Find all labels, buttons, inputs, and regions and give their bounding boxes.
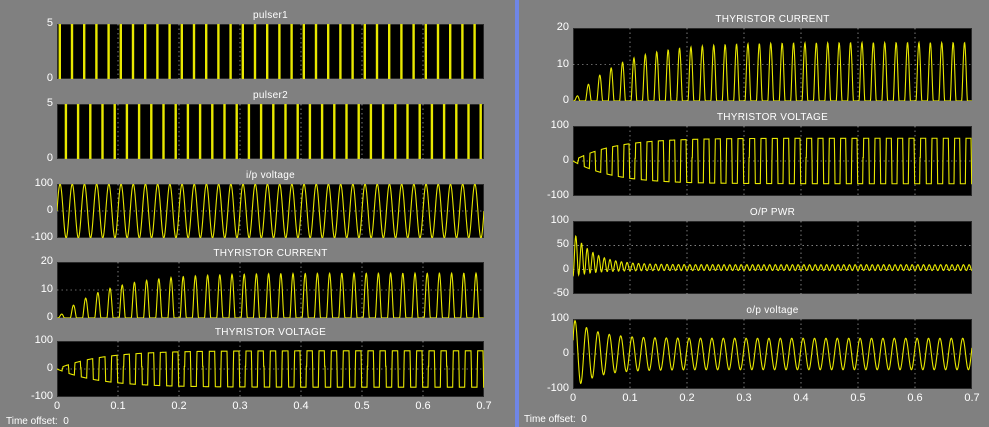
- left-xtick: 0.2: [171, 400, 187, 412]
- l-thyvoltage-ytick: 100: [34, 334, 53, 346]
- r-oppwr-axes[interactable]: [573, 221, 972, 294]
- l-ipvoltage-ytick: -100: [30, 231, 53, 243]
- r-thycurrent-ytick: 10: [556, 57, 569, 70]
- r-thycurrent-ytick: 20: [556, 21, 569, 33]
- l-pulser1-ytick: 5: [46, 17, 53, 29]
- right-xtick: 0.4: [793, 392, 809, 404]
- right-xtick: 0.3: [736, 392, 752, 404]
- l-thyvoltage-axes[interactable]: [57, 341, 484, 397]
- r-opvoltage-title: o/p voltage: [746, 305, 799, 316]
- l-ipvoltage-title: i/p voltage: [246, 170, 295, 181]
- left-time-offset-label: Time offset:: [6, 416, 58, 427]
- l-thyvoltage-ytick: -100: [30, 390, 53, 402]
- right-xtick: 0.6: [907, 392, 923, 404]
- right-xtick: 0.7: [964, 392, 980, 404]
- right-xtick: 0: [569, 392, 577, 404]
- right-xtick: 0.5: [850, 392, 866, 404]
- left-xtick: 0.3: [232, 400, 248, 412]
- r-opvoltage-ytick: -100: [546, 382, 569, 394]
- r-thyvoltage-ytick: -100: [546, 189, 569, 201]
- left-time-offset-value: 0: [63, 416, 69, 427]
- r-thyvoltage-ytick: 100: [550, 119, 569, 131]
- l-thycurrent-ytick: 0: [46, 311, 53, 323]
- r-opvoltage-ytick: 100: [550, 312, 569, 324]
- l-thycurrent-axes[interactable]: [57, 262, 484, 318]
- right-time-offset-label: Time offset:: [524, 414, 576, 425]
- l-pulser2-axes[interactable]: [57, 104, 484, 159]
- l-pulser2-title: pulser2: [253, 90, 288, 101]
- l-pulser2-ytick: 5: [46, 97, 53, 109]
- left-xtick: 0: [53, 400, 61, 412]
- r-oppwr-ytick: 100: [550, 214, 569, 226]
- l-thyvoltage-plot: [57, 341, 484, 397]
- window-divider[interactable]: [515, 0, 519, 427]
- l-pulser2-trace: [64, 104, 482, 159]
- l-ipvoltage-plot: [57, 184, 484, 238]
- l-pulser1-trace: [58, 24, 476, 79]
- r-thyvoltage-axes[interactable]: [573, 126, 972, 196]
- l-pulser1-ytick: 0: [46, 72, 53, 84]
- r-opvoltage-trace: [573, 319, 972, 385]
- left-xtick: 0.4: [293, 400, 309, 412]
- r-oppwr-trace: [573, 234, 972, 277]
- l-ipvoltage-ytick: 0: [46, 204, 53, 216]
- left-time-offset: Time offset: 0: [6, 416, 69, 427]
- l-pulser1-plot: [58, 24, 476, 79]
- l-thycurrent-trace: [57, 271, 484, 318]
- r-oppwr-ytick: 50: [556, 238, 569, 251]
- r-thycurrent-trace: [573, 40, 972, 101]
- left-xtick: 0.6: [415, 400, 431, 412]
- r-opvoltage-plot: [573, 319, 972, 389]
- l-thyvoltage-title: THYRISTOR VOLTAGE: [214, 327, 327, 338]
- l-ipvoltage-ytick: 100: [34, 177, 53, 189]
- r-thycurrent-axes[interactable]: [573, 28, 972, 101]
- l-thycurrent-plot: [57, 262, 484, 318]
- r-thyvoltage-ytick: 0: [562, 154, 569, 166]
- r-thyvoltage-plot: [573, 126, 972, 196]
- right-xtick: 0.1: [622, 392, 638, 404]
- l-pulser2-plot: [64, 104, 482, 159]
- r-opvoltage-axes[interactable]: [573, 319, 972, 389]
- r-thyvoltage-title: THYRISTOR VOLTAGE: [716, 112, 829, 123]
- r-opvoltage-ytick: 0: [562, 347, 569, 359]
- right-time-offset-value: 0: [581, 414, 587, 425]
- r-thycurrent-title: THYRISTOR CURRENT: [715, 14, 830, 25]
- r-thycurrent-plot: [573, 28, 972, 101]
- l-thycurrent-title: THYRISTOR CURRENT: [213, 248, 328, 259]
- r-oppwr-ytick: -50: [553, 287, 569, 299]
- l-thyvoltage-ytick: 0: [46, 362, 53, 374]
- r-thycurrent-ytick: 0: [562, 94, 569, 106]
- left-xtick: 0.5: [354, 400, 370, 412]
- left-xtick: 0.7: [476, 400, 492, 412]
- l-thycurrent-ytick: 10: [40, 283, 53, 295]
- r-oppwr-plot: [573, 221, 972, 294]
- l-ipvoltage-trace: [57, 184, 484, 238]
- right-time-offset: Time offset: 0: [524, 414, 587, 425]
- left-xtick: 0.1: [110, 400, 126, 412]
- l-pulser1-axes[interactable]: [57, 24, 484, 79]
- r-oppwr-title: O/P PWR: [749, 207, 796, 218]
- l-pulser1-title: pulser1: [253, 10, 288, 21]
- l-thycurrent-ytick: 20: [40, 255, 53, 267]
- r-thyvoltage-trace: [573, 137, 972, 185]
- l-pulser2-ytick: 0: [46, 152, 53, 164]
- l-thyvoltage-trace: [57, 350, 484, 388]
- right-xtick: 0.2: [679, 392, 695, 404]
- l-ipvoltage-axes[interactable]: [57, 184, 484, 238]
- r-oppwr-ytick: 0: [562, 262, 569, 275]
